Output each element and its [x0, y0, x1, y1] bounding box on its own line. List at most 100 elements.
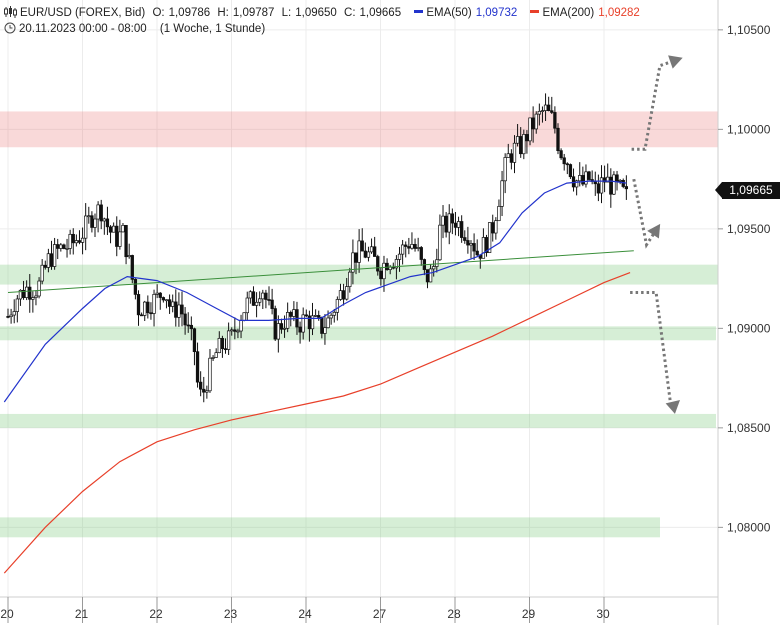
candle-body — [404, 244, 408, 247]
high-label: H: — [217, 7, 229, 19]
candle-body — [410, 244, 414, 249]
y-tick-label: 1,09000 — [727, 321, 771, 335]
candle-body — [435, 259, 439, 267]
ohlc-header: EUR/USD (FOREX, Bid) O: 1,09786 H: 1,09787… — [4, 6, 644, 19]
candle-body — [593, 181, 597, 185]
candle-body — [313, 315, 318, 317]
candlesticks — [6, 93, 628, 403]
indicator-lines — [3, 180, 634, 574]
candle-body — [205, 390, 209, 393]
y-tick-label: 1,10500 — [727, 23, 771, 37]
candle-body — [428, 268, 433, 283]
y-tick-label: 1,09500 — [727, 222, 771, 236]
candle-body — [407, 246, 411, 249]
candle-body — [158, 292, 162, 298]
projection-arrows — [630, 55, 683, 414]
candle-body — [357, 240, 361, 263]
candle-body — [506, 153, 510, 158]
candle-body — [379, 270, 383, 280]
candle-body — [258, 298, 262, 303]
candle-body — [326, 317, 330, 329]
ema50-label: EMA(50) — [426, 7, 472, 19]
candle-body — [15, 298, 19, 312]
candle-body — [553, 112, 557, 129]
candle-body — [581, 175, 585, 185]
x-tick-label: 20 — [0, 607, 14, 621]
candle-body — [239, 320, 243, 332]
candle-body — [84, 215, 88, 239]
candle-body — [497, 206, 501, 222]
candle-body — [438, 224, 442, 261]
candle-body — [624, 186, 628, 190]
date-header: 20.11.2023 00:00 - 08:00 (1 Woche, 1 Stu… — [4, 22, 269, 35]
candle-body — [394, 259, 399, 269]
x-tick-label: 28 — [447, 607, 461, 621]
candle-body — [621, 180, 625, 187]
candle-body — [360, 240, 364, 252]
candle-body — [481, 237, 486, 259]
candle-body — [301, 314, 305, 333]
candle-body — [307, 315, 312, 330]
x-tick-label: 21 — [75, 607, 89, 621]
candle-body — [444, 215, 448, 233]
clock-icon — [4, 22, 16, 34]
candle-body — [348, 271, 352, 287]
candle-body — [270, 299, 274, 309]
candle-body — [512, 142, 517, 163]
candle-body — [139, 314, 144, 317]
candle-body — [130, 255, 134, 280]
candle-body — [388, 266, 392, 271]
candle-body — [74, 240, 79, 244]
candle-body — [425, 269, 430, 283]
x-tick-label: 22 — [149, 607, 163, 621]
trend-line — [7, 250, 634, 294]
candle-body — [515, 136, 520, 144]
candle-body — [562, 157, 566, 165]
support-zone — [0, 413, 716, 428]
candle-body — [441, 215, 445, 226]
candle-body — [199, 381, 203, 390]
candle-body — [298, 326, 302, 333]
candle-body — [534, 113, 538, 130]
support-zone — [0, 264, 718, 285]
candle-body — [267, 299, 271, 301]
candle-body — [466, 240, 470, 246]
candle-body — [615, 174, 619, 182]
candle-body — [273, 308, 277, 340]
candle-body — [217, 338, 221, 354]
candle-body — [416, 247, 420, 249]
candle-body — [195, 351, 200, 383]
candle-body — [543, 104, 548, 111]
candle-body — [450, 213, 454, 224]
candle-body — [556, 127, 560, 151]
time-axis: 20 21 22 23 24 27 28 29 30 — [0, 597, 610, 623]
candle-body — [453, 222, 458, 228]
candle-body — [304, 314, 308, 317]
candle-body — [167, 299, 172, 307]
x-tick-label: 27 — [373, 607, 387, 621]
candle-body — [522, 134, 526, 155]
candle-body — [317, 315, 321, 318]
candle-body — [323, 327, 327, 334]
current-price-tag: 1,09665 — [715, 182, 780, 199]
candle-body — [547, 104, 551, 112]
candle-body — [174, 301, 178, 318]
candle-body — [115, 225, 119, 247]
candle-body — [211, 357, 215, 359]
candle-body — [87, 215, 91, 218]
candle-body — [31, 297, 35, 300]
candle-body — [236, 330, 240, 333]
candle-body — [463, 237, 467, 241]
candle-body — [568, 164, 573, 178]
ema50-swatch — [414, 10, 424, 13]
candle-body — [335, 299, 340, 313]
candle-body — [245, 297, 249, 314]
ema50-line — [3, 180, 627, 403]
projection-arrowhead — [665, 399, 681, 414]
candle-body — [93, 218, 97, 228]
candle-body — [118, 231, 122, 247]
candle-body — [341, 290, 346, 300]
candle-body — [233, 329, 237, 332]
low-value: 1,09650 — [295, 7, 337, 19]
